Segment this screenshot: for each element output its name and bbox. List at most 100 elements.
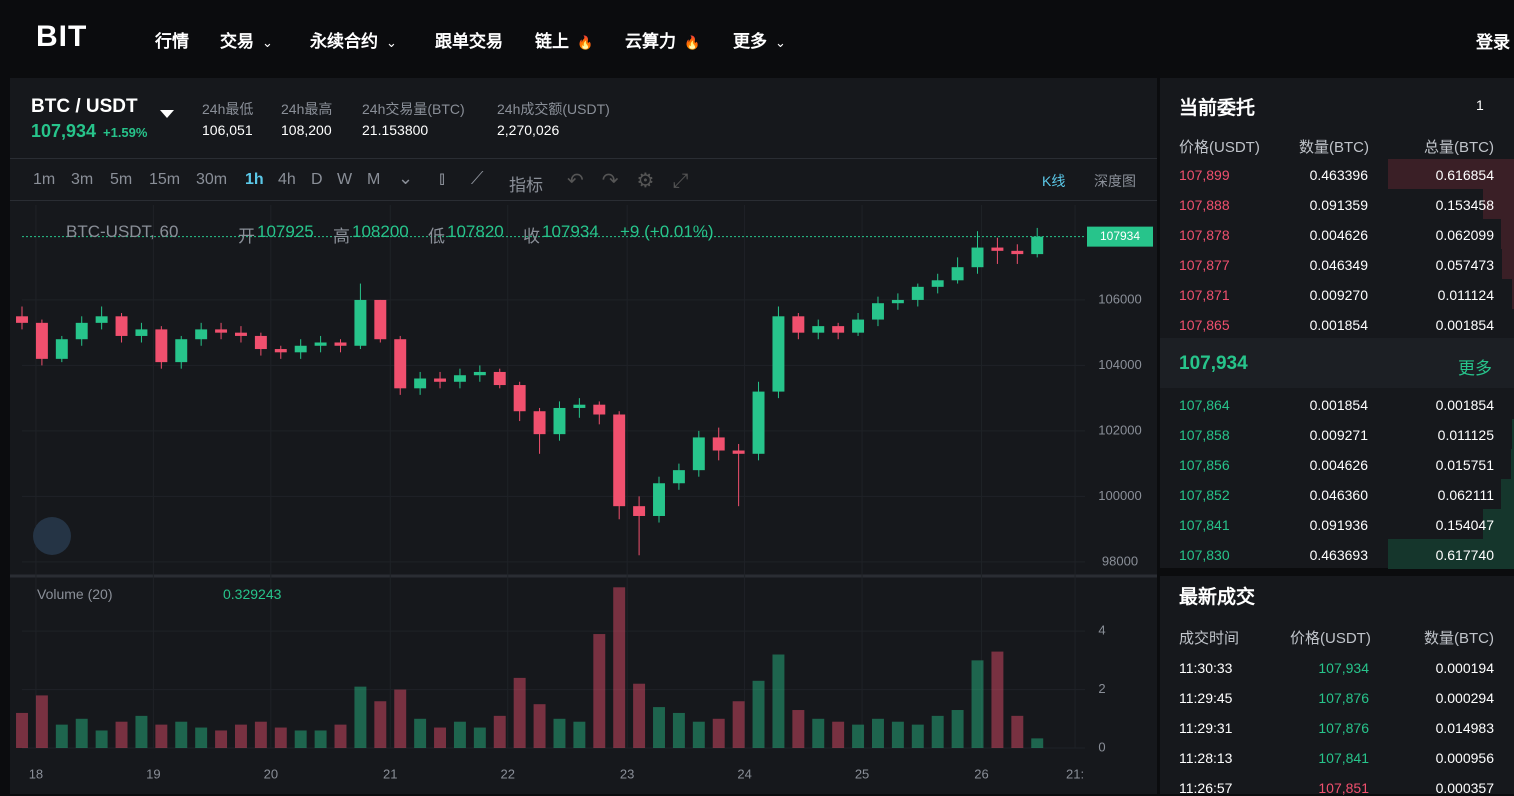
candle-body bbox=[335, 342, 347, 345]
candle-body bbox=[514, 385, 526, 411]
book-qty: 0.091359 bbox=[1310, 197, 1368, 213]
candle-body bbox=[454, 375, 466, 382]
interval[interactable]: 3m bbox=[71, 171, 93, 189]
candle-body bbox=[554, 408, 566, 434]
book-qty: 0.004626 bbox=[1310, 457, 1368, 473]
candle-body bbox=[16, 316, 28, 323]
y-tick-label: 102000 bbox=[1098, 422, 1141, 437]
book-price[interactable]: 107,871 bbox=[1179, 287, 1230, 303]
candle-body bbox=[733, 451, 745, 454]
volume-bar bbox=[255, 722, 267, 748]
book-price[interactable]: 107,830 bbox=[1179, 547, 1230, 563]
book-more[interactable]: 更多 bbox=[1458, 354, 1492, 379]
book-price[interactable]: 107,864 bbox=[1179, 397, 1230, 413]
volume-bar bbox=[56, 725, 68, 748]
ohlc-change: +9 (+0.01%) bbox=[620, 222, 714, 242]
stat-value: 21.153800 bbox=[362, 122, 428, 138]
interval[interactable]: 30m bbox=[196, 171, 227, 189]
candle-body bbox=[1011, 251, 1023, 254]
x-tick-label: 20 bbox=[264, 766, 278, 781]
interval[interactable]: 1h bbox=[245, 171, 264, 189]
candle-body bbox=[673, 470, 685, 483]
candle-body bbox=[195, 329, 207, 339]
book-price[interactable]: 107,888 bbox=[1179, 197, 1230, 213]
interval[interactable]: 1m bbox=[33, 171, 55, 189]
volume-bar bbox=[215, 730, 227, 748]
interval[interactable]: 5m bbox=[110, 171, 132, 189]
book-header: 数量(BTC) bbox=[1299, 136, 1369, 157]
trade-qty: 0.000194 bbox=[1436, 660, 1494, 676]
candle-body bbox=[434, 378, 446, 381]
x-tick-label: 21 bbox=[383, 766, 397, 781]
nav-item[interactable]: 跟单交易 bbox=[435, 27, 511, 52]
nav-item[interactable]: 行情 bbox=[155, 27, 197, 52]
view-tab[interactable]: K线 bbox=[1042, 171, 1065, 191]
interval[interactable]: M bbox=[367, 171, 380, 189]
volume-bar bbox=[514, 678, 526, 748]
nav-item[interactable]: 云算力🔥 bbox=[625, 27, 700, 52]
x-tick-label: 24 bbox=[737, 766, 751, 781]
book-total: 0.001854 bbox=[1436, 397, 1494, 413]
ohlc-label: 低 bbox=[428, 222, 445, 247]
candle-body bbox=[275, 349, 287, 352]
interval[interactable]: D bbox=[311, 171, 323, 189]
view-tab[interactable]: 深度图 bbox=[1094, 171, 1136, 191]
candle-body bbox=[753, 392, 765, 454]
nav-item[interactable]: 永续合约⌄ bbox=[310, 27, 397, 52]
book-price[interactable]: 107,852 bbox=[1179, 487, 1230, 503]
x-tick-label: 25 bbox=[855, 766, 869, 781]
x-tick-label: 18 bbox=[29, 766, 43, 781]
volume-bar bbox=[394, 690, 406, 748]
candle-body bbox=[235, 333, 247, 336]
trades-title: 最新成交 bbox=[1179, 582, 1255, 609]
nav-item[interactable]: 交易⌄ bbox=[220, 27, 273, 52]
volume-bar bbox=[772, 655, 784, 748]
ohlc-value: 107925 bbox=[257, 222, 314, 242]
trade-time: 11:29:45 bbox=[1179, 690, 1232, 706]
book-qty: 0.091936 bbox=[1310, 517, 1368, 533]
trade-qty: 0.014983 bbox=[1436, 720, 1494, 736]
pair-dropdown[interactable] bbox=[160, 110, 174, 118]
volume-bar bbox=[474, 728, 486, 748]
book-price[interactable]: 107,877 bbox=[1179, 257, 1230, 273]
candle-body bbox=[892, 300, 904, 303]
volume-bar bbox=[713, 719, 725, 748]
candle-body bbox=[792, 316, 804, 332]
book-price[interactable]: 107,856 bbox=[1179, 457, 1230, 473]
interval[interactable]: W bbox=[337, 171, 352, 189]
volume-bar bbox=[76, 719, 88, 748]
nav-item[interactable]: 链上🔥 bbox=[535, 27, 593, 52]
pair: BTC / USDT bbox=[31, 96, 138, 118]
candle-body bbox=[872, 303, 884, 319]
candle-body bbox=[135, 329, 147, 336]
candle-body bbox=[374, 300, 386, 339]
volume-bar bbox=[593, 634, 605, 748]
login[interactable]: 登录 bbox=[1476, 28, 1510, 53]
indicator[interactable]: 指标 bbox=[509, 171, 543, 196]
interval[interactable]: 4h bbox=[278, 171, 296, 189]
volume-bar bbox=[792, 710, 804, 748]
candle-body bbox=[912, 287, 924, 300]
stat-value: 2,270,026 bbox=[497, 122, 559, 138]
nav-item[interactable]: 更多⌄ bbox=[733, 27, 786, 52]
book-price[interactable]: 107,865 bbox=[1179, 317, 1230, 333]
ohlc-value: 107934 bbox=[542, 222, 599, 242]
stat-label: 24h成交额(USDT) bbox=[497, 99, 610, 119]
book-price[interactable]: 107,878 bbox=[1179, 227, 1230, 243]
volume-bar bbox=[534, 704, 546, 748]
volume-bar bbox=[932, 716, 944, 748]
book-price[interactable]: 107,858 bbox=[1179, 427, 1230, 443]
book-price[interactable]: 107,841 bbox=[1179, 517, 1230, 533]
depth-bar bbox=[1501, 479, 1514, 509]
depth-bar bbox=[1501, 219, 1514, 249]
volume-bar bbox=[235, 725, 247, 748]
candle-body bbox=[653, 483, 665, 516]
candle-body bbox=[832, 326, 844, 333]
volume-bar bbox=[315, 730, 327, 748]
depth-select[interactable]: 1 bbox=[1476, 97, 1484, 113]
interval[interactable]: 15m bbox=[149, 171, 180, 189]
ticker-price: 107,934 bbox=[31, 121, 96, 142]
book-total: 0.011125 bbox=[1438, 427, 1494, 443]
book-price[interactable]: 107,899 bbox=[1179, 167, 1230, 183]
